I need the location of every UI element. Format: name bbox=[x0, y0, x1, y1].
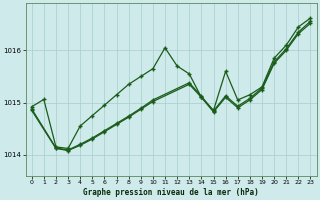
X-axis label: Graphe pression niveau de la mer (hPa): Graphe pression niveau de la mer (hPa) bbox=[83, 188, 259, 197]
